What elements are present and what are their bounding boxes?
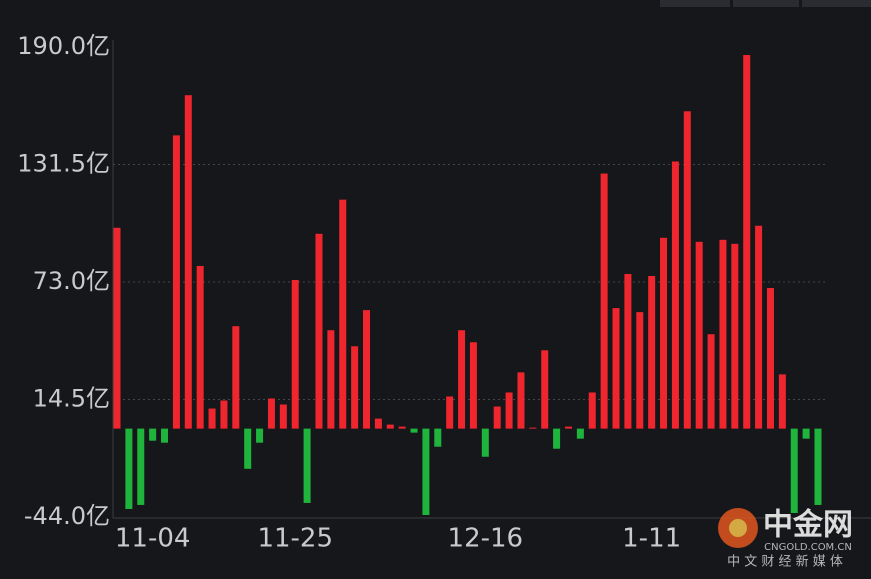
bar xyxy=(541,350,549,429)
bar xyxy=(422,428,430,515)
y-tick-label: 131.5亿 xyxy=(17,150,110,178)
bar xyxy=(351,346,359,429)
slogan: 中 文 财 经 新 媒 体 xyxy=(727,554,843,570)
tab[interactable] xyxy=(733,0,799,7)
bar xyxy=(208,408,216,429)
bar xyxy=(220,400,228,429)
bar xyxy=(624,273,632,429)
bar xyxy=(743,55,751,429)
bar xyxy=(755,225,763,429)
bar xyxy=(719,239,727,429)
bar xyxy=(588,392,596,429)
bar xyxy=(564,426,572,429)
bar xyxy=(184,95,192,429)
bar xyxy=(790,428,798,513)
logo xyxy=(729,519,747,537)
bar xyxy=(279,404,287,429)
bar xyxy=(600,173,608,429)
bar xyxy=(469,342,477,429)
bar xyxy=(731,243,739,429)
bar xyxy=(410,428,418,433)
bar xyxy=(458,330,466,429)
bar xyxy=(232,326,240,429)
bar xyxy=(517,372,525,429)
bar xyxy=(196,265,204,429)
bar xyxy=(374,418,382,429)
bar xyxy=(493,406,501,429)
bar xyxy=(802,428,810,439)
x-tick-label: 12-16 xyxy=(448,524,524,554)
bar xyxy=(363,310,371,429)
domain: CNGOLD.COM.CN xyxy=(764,542,852,553)
bar xyxy=(695,241,703,429)
bar xyxy=(339,199,347,429)
y-tick-label: 73.0亿 xyxy=(33,267,110,295)
bar xyxy=(778,374,786,429)
x-tick-label: 11-04 xyxy=(115,524,191,554)
tab[interactable] xyxy=(802,0,871,7)
bar xyxy=(446,396,454,429)
bar xyxy=(671,161,679,429)
y-tick-label: 14.5亿 xyxy=(33,385,110,413)
tab[interactable] xyxy=(660,0,730,7)
bar xyxy=(303,428,311,503)
bar xyxy=(327,330,335,429)
bar xyxy=(707,334,715,429)
bar xyxy=(267,398,275,429)
bar xyxy=(505,392,513,429)
bar xyxy=(149,428,157,441)
bar xyxy=(529,427,537,429)
bar xyxy=(576,428,584,439)
bar xyxy=(172,135,180,429)
bar xyxy=(683,111,691,429)
bar xyxy=(398,426,406,429)
bar xyxy=(161,428,169,443)
bar xyxy=(660,237,668,429)
x-tick-label: 1-11 xyxy=(622,524,681,554)
bar xyxy=(636,312,644,429)
brand: 中金网 xyxy=(763,508,853,543)
bar xyxy=(434,428,442,447)
y-tick-label: -44.0亿 xyxy=(24,502,110,530)
bar xyxy=(766,288,774,429)
bar xyxy=(244,428,252,469)
bar xyxy=(612,308,620,429)
x-tick-label: 11-25 xyxy=(257,524,333,554)
bar xyxy=(113,227,121,429)
bar xyxy=(481,428,489,457)
bar xyxy=(553,428,561,449)
bar xyxy=(315,233,323,429)
bar xyxy=(386,424,394,429)
bar xyxy=(291,279,299,429)
bar xyxy=(125,428,133,509)
bar xyxy=(137,428,145,505)
bar xyxy=(256,428,264,443)
watermark: 中金网 CNGOLD.COM.CN 中 文 财 经 新 媒 体 xyxy=(718,508,853,570)
bar xyxy=(648,275,656,429)
y-tick-label: 190.0亿 xyxy=(17,32,110,60)
bar xyxy=(814,428,822,505)
